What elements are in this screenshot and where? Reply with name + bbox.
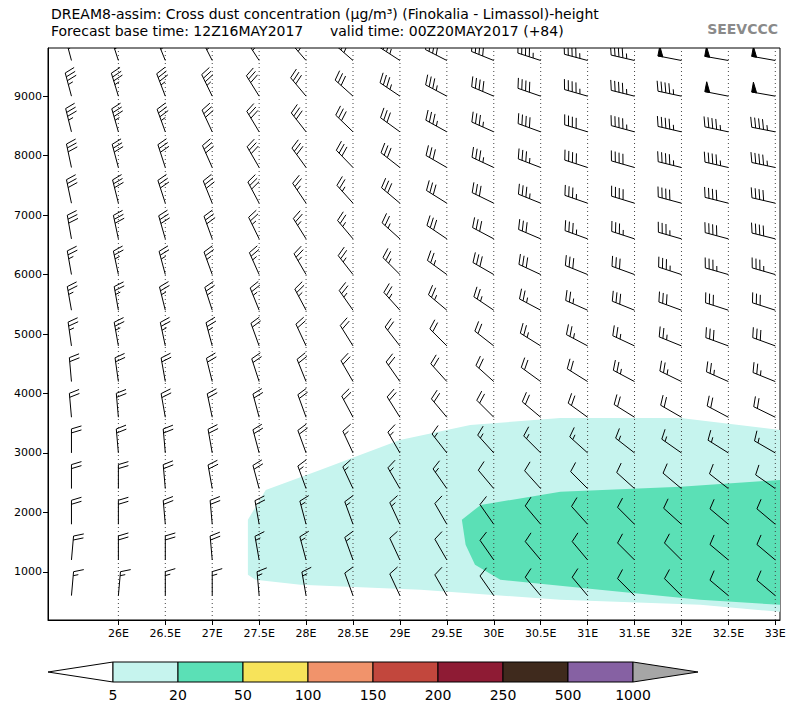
svg-text:1000: 1000 xyxy=(14,565,42,578)
svg-text:500: 500 xyxy=(555,687,582,703)
svg-text:150: 150 xyxy=(360,687,387,703)
svg-text:50: 50 xyxy=(234,687,252,703)
svg-text:Forecast base time: 12Z16MAY20: Forecast base time: 12Z16MAY2017 valid t… xyxy=(51,23,564,39)
svg-text:20: 20 xyxy=(169,687,187,703)
svg-text:28.5E: 28.5E xyxy=(337,627,368,640)
svg-text:26E: 26E xyxy=(108,627,129,640)
svg-text:30.5E: 30.5E xyxy=(525,627,556,640)
svg-text:6000: 6000 xyxy=(14,268,42,281)
svg-text:7000: 7000 xyxy=(14,209,42,222)
svg-text:100: 100 xyxy=(295,687,322,703)
svg-text:29.5E: 29.5E xyxy=(431,627,462,640)
svg-text:27.5E: 27.5E xyxy=(243,627,274,640)
svg-text:250: 250 xyxy=(490,687,517,703)
svg-text:3000: 3000 xyxy=(14,446,42,459)
svg-text:32E: 32E xyxy=(671,627,692,640)
svg-text:5000: 5000 xyxy=(14,328,42,341)
svg-text:31.5E: 31.5E xyxy=(619,627,650,640)
svg-text:30E: 30E xyxy=(483,627,504,640)
svg-text:2000: 2000 xyxy=(14,506,42,519)
svg-text:31E: 31E xyxy=(577,627,598,640)
svg-text:29E: 29E xyxy=(389,627,410,640)
svg-text:5: 5 xyxy=(109,687,118,703)
svg-text:DREAM8-assim: Cross dust conce: DREAM8-assim: Cross dust concentration (… xyxy=(51,6,599,22)
svg-text:1000: 1000 xyxy=(615,687,651,703)
svg-text:28E: 28E xyxy=(296,627,317,640)
svg-text:200: 200 xyxy=(425,687,452,703)
svg-text:32.5E: 32.5E xyxy=(713,627,744,640)
svg-text:SEEVCCC: SEEVCCC xyxy=(707,21,778,37)
svg-text:8000: 8000 xyxy=(14,149,42,162)
svg-text:26.5E: 26.5E xyxy=(150,627,181,640)
svg-text:33E: 33E xyxy=(765,627,786,640)
svg-text:27E: 27E xyxy=(202,627,223,640)
svg-text:9000: 9000 xyxy=(14,90,42,103)
svg-text:4000: 4000 xyxy=(14,387,42,400)
